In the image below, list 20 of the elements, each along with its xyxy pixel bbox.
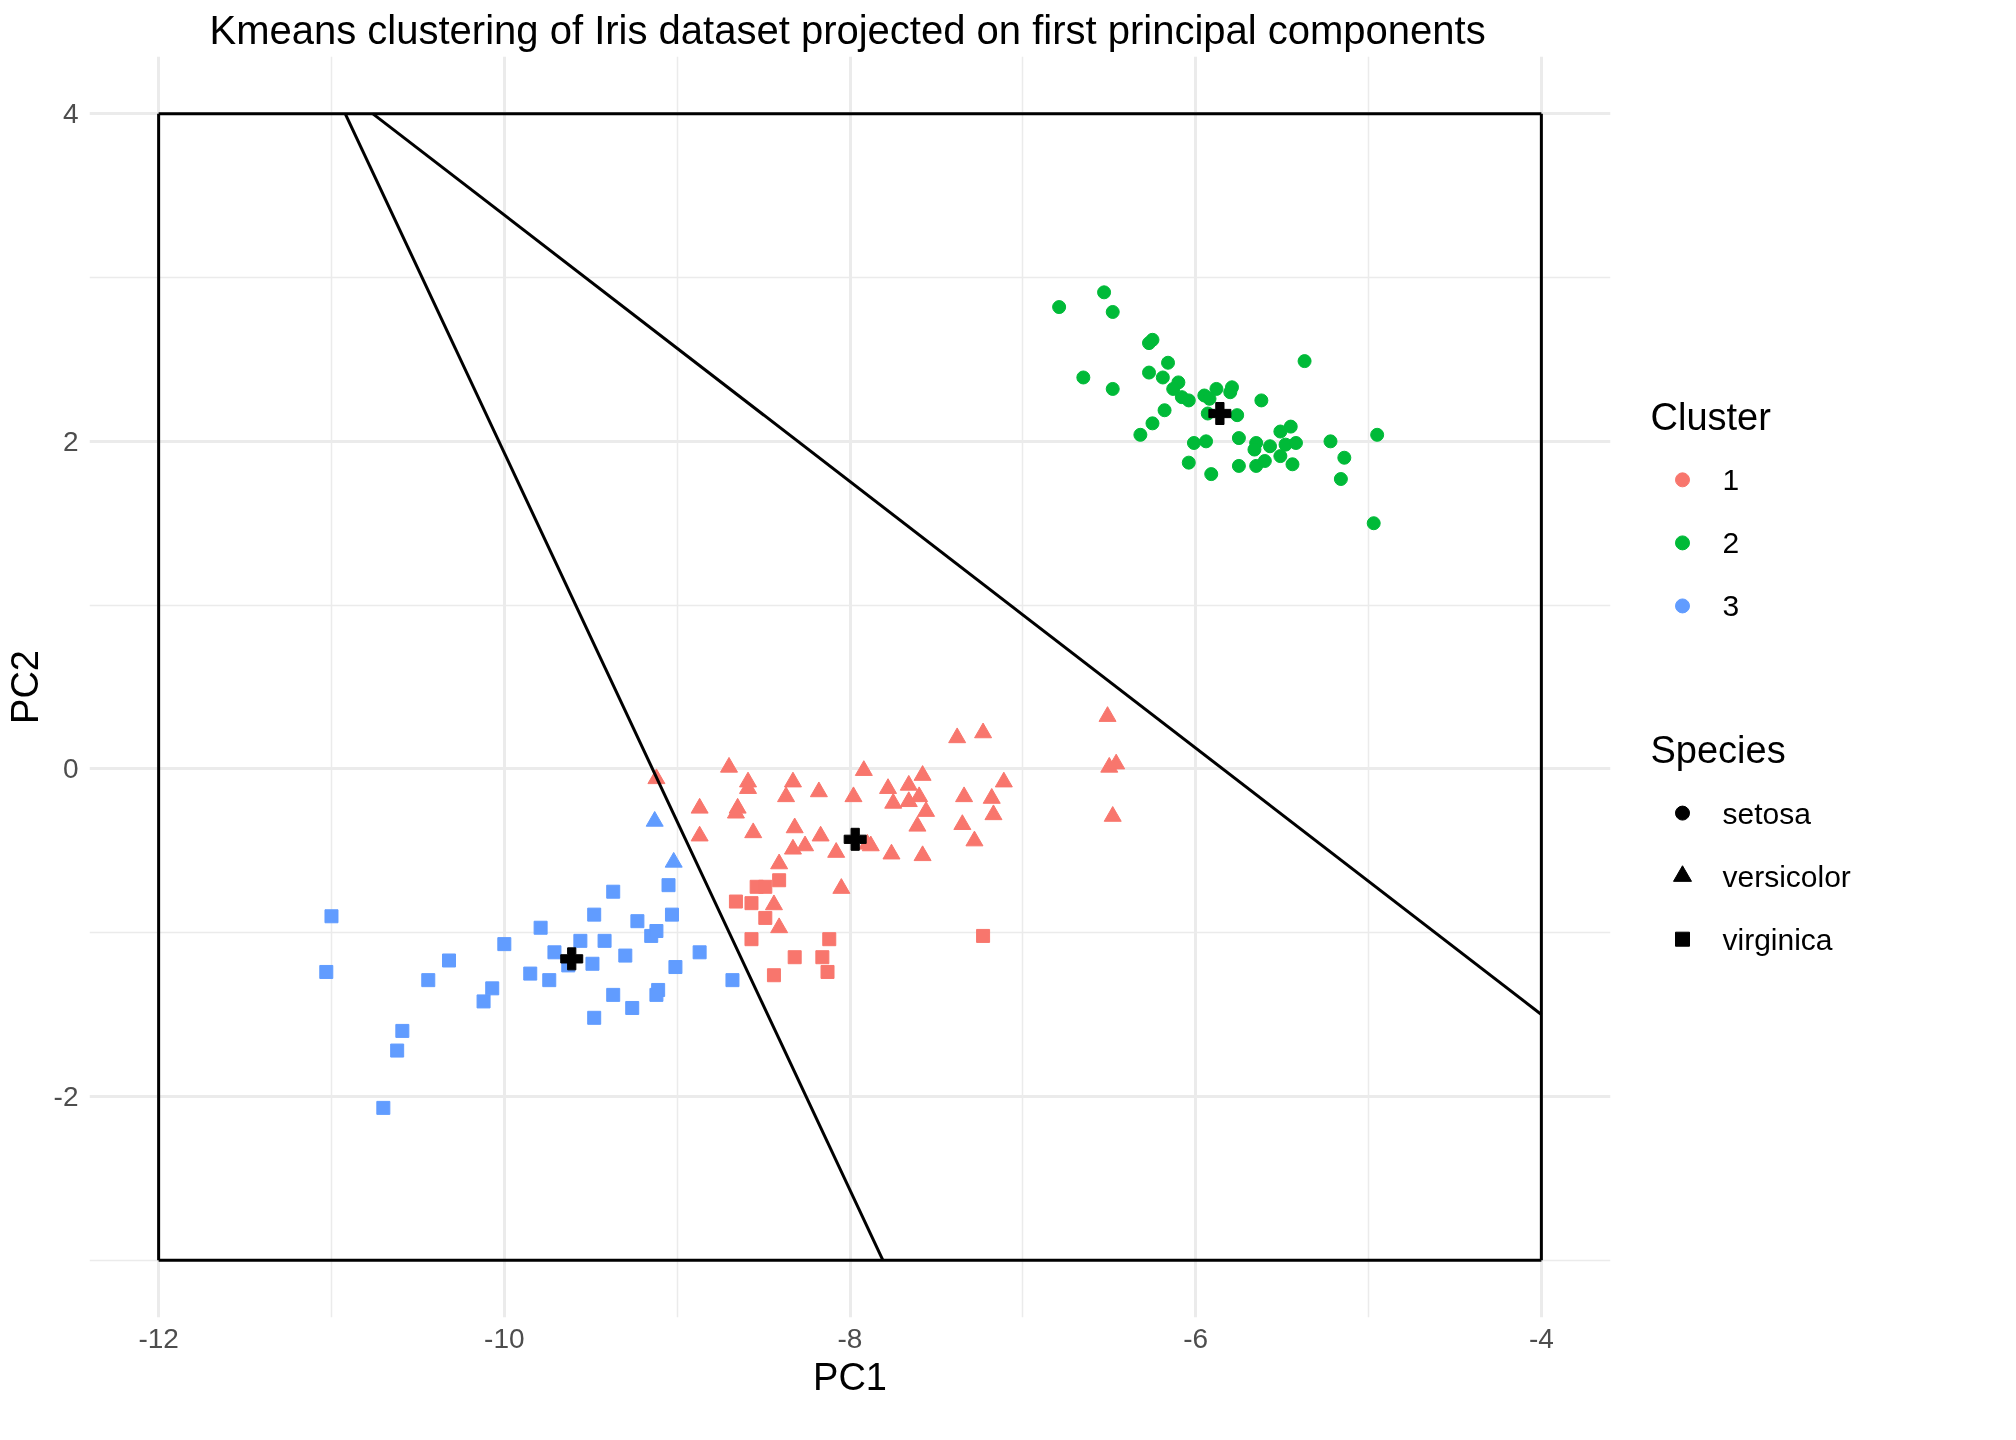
- y-tick-label: 0: [62, 753, 79, 785]
- x-tick-label: -4: [1528, 1322, 1554, 1354]
- x-axis-title: PC1: [813, 1355, 887, 1398]
- text: Species: [1650, 729, 1786, 772]
- legend-label: 1: [1722, 462, 1740, 496]
- x-tick-label: -12: [138, 1322, 179, 1354]
- legend-label: virginica: [1722, 922, 1833, 956]
- y-axis-title: PC2: [3, 650, 46, 724]
- text: Cluster: [1650, 395, 1771, 438]
- legend-label: versicolor: [1722, 859, 1851, 893]
- x-tick-label: -6: [1183, 1322, 1209, 1354]
- legend-label: 2: [1722, 525, 1740, 559]
- legend-label: 3: [1722, 588, 1740, 622]
- y-tick-label: -2: [53, 1080, 79, 1112]
- x-tick-label: -10: [484, 1322, 525, 1354]
- x-tick-label: -8: [837, 1322, 863, 1354]
- y-tick-label: 2: [62, 425, 79, 457]
- chart-title: Kmeans clustering of Iris dataset projected on first principal components: [209, 7, 1486, 52]
- legend-label: setosa: [1722, 796, 1812, 830]
- y-tick-label: 4: [62, 98, 79, 130]
